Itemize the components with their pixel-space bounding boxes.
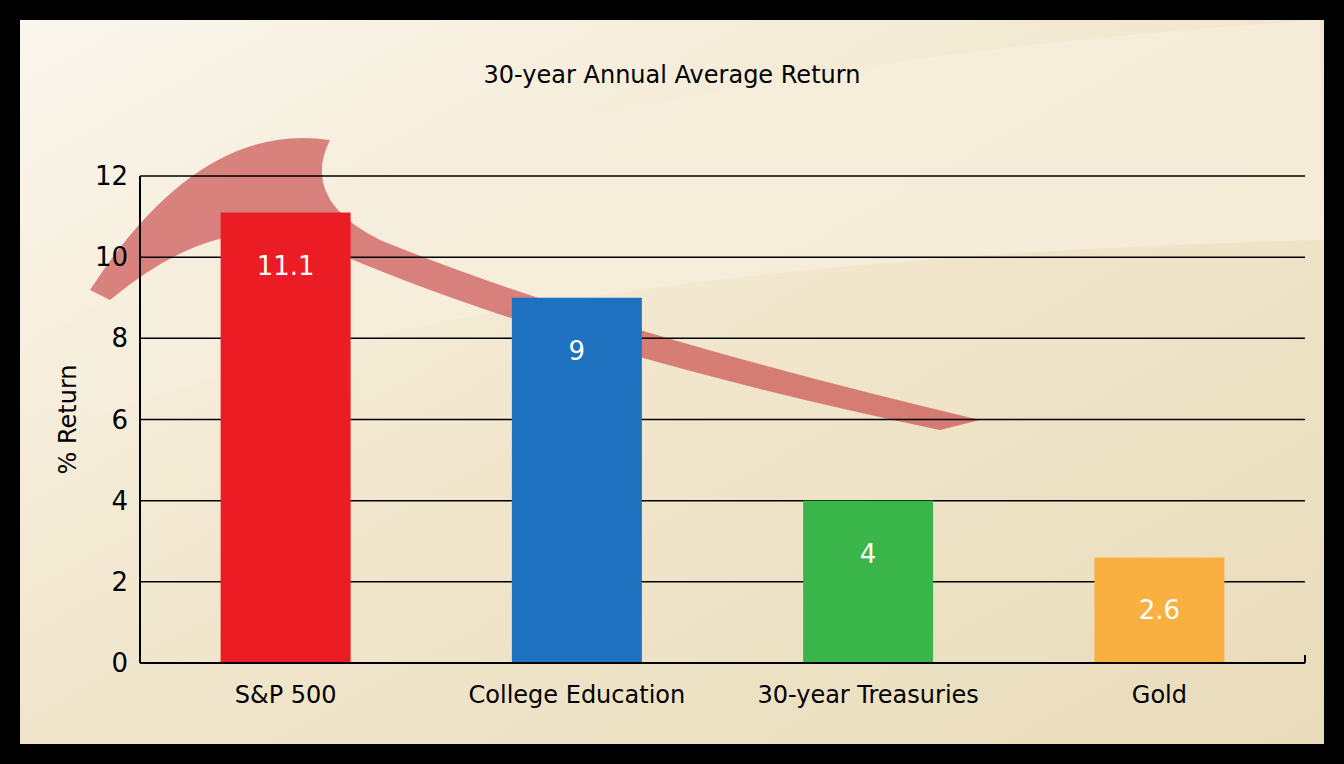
x-tick-label: Gold xyxy=(1132,681,1187,709)
data-label: 11.1 xyxy=(257,251,315,281)
data-label: 9 xyxy=(569,336,586,366)
y-tick-label: 2 xyxy=(111,567,128,597)
x-tick-label: S&P 500 xyxy=(235,681,337,709)
chart: 0 2 4 6 8 10 12 11.1 9 4 2.6 S&P 500 College Educati… xyxy=(0,0,1344,764)
bar xyxy=(512,298,642,663)
x-tick-label: College Education xyxy=(469,681,686,709)
bar xyxy=(221,213,351,663)
y-tick-label: 12 xyxy=(95,161,128,191)
data-label: 2.6 xyxy=(1139,595,1180,625)
y-tick-label: 0 xyxy=(111,648,128,678)
bar xyxy=(803,501,933,663)
y-axis xyxy=(139,176,141,663)
y-tick-label: 10 xyxy=(95,242,128,272)
grid-line xyxy=(140,662,1305,664)
background xyxy=(20,20,1324,744)
y-tick-label: 4 xyxy=(111,486,128,516)
x-tick-label: 30-year Treasuries xyxy=(757,681,978,709)
y-tick-label: 6 xyxy=(111,405,128,435)
bar xyxy=(1094,557,1224,663)
data-label: 4 xyxy=(860,539,877,569)
frame xyxy=(0,0,1344,764)
x-axis xyxy=(140,662,1305,664)
title: 30-year Annual Average Return xyxy=(484,61,861,89)
x-axis-end-tick xyxy=(1304,655,1306,663)
grid-line xyxy=(140,175,1305,177)
y-axis-title: % Return xyxy=(54,364,82,474)
y-tick-label: 8 xyxy=(111,323,128,353)
